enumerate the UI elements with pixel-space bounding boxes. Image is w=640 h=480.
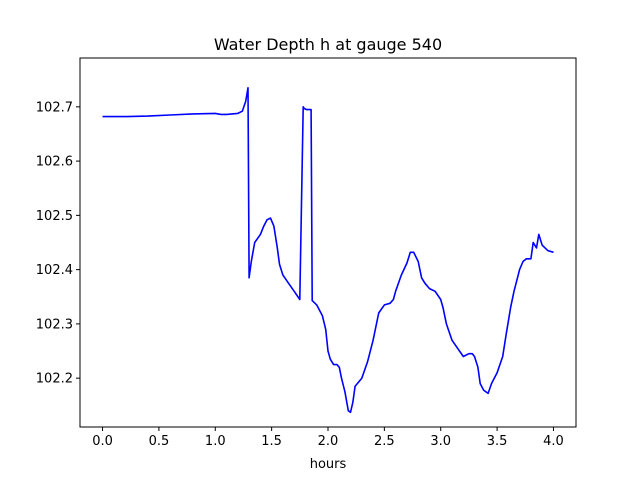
y-axis: 102.2 102.3 102.4 102.5 102.6 102.7 (36, 100, 80, 387)
y-tick-label: 102.4 (36, 263, 73, 278)
x-tick-label: 2.5 (374, 434, 395, 449)
x-tick-label: 1.5 (261, 434, 282, 449)
series-layer (102, 87, 554, 414)
x-tick-label: 4.0 (543, 434, 564, 449)
x-tick-label: 0.0 (92, 434, 113, 449)
chart-title: Water Depth h at gauge 540 (214, 35, 442, 54)
x-axis-label: hours (310, 457, 347, 472)
x-tick-label: 0.5 (149, 434, 170, 449)
y-tick-label: 102.2 (36, 372, 73, 387)
y-tick-label: 102.7 (36, 100, 73, 115)
x-axis: 0.0 0.5 1.0 1.5 2.0 2.5 3.0 3.5 4.0 (92, 427, 564, 449)
y-tick-label: 102.5 (36, 209, 73, 224)
x-tick-label: 3.0 (430, 434, 451, 449)
series-line-0 (102, 87, 554, 414)
plot-frame (79, 57, 577, 428)
y-tick-label: 102.6 (36, 155, 73, 170)
x-tick-label: 2.0 (318, 434, 339, 449)
x-tick-label: 1.0 (205, 434, 226, 449)
y-tick-label: 102.3 (36, 317, 73, 332)
x-tick-label: 3.5 (487, 434, 508, 449)
